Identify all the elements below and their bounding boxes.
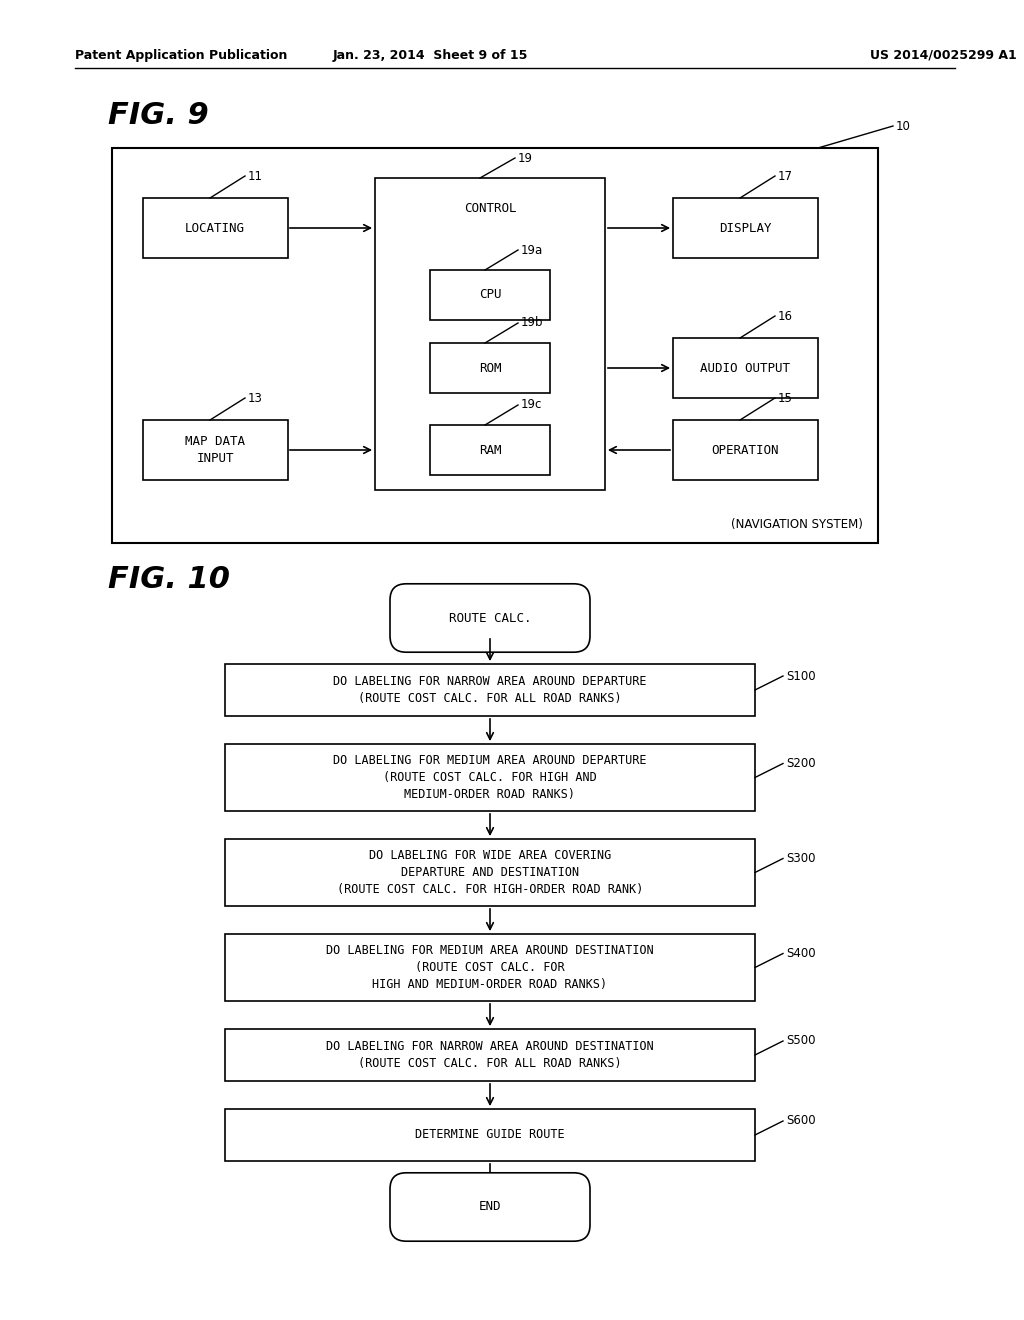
- Bar: [430, 425, 550, 475]
- Text: 17: 17: [778, 169, 793, 182]
- Bar: [225, 840, 755, 906]
- Bar: [225, 1030, 755, 1081]
- Text: DISPLAY: DISPLAY: [719, 222, 771, 235]
- Text: 10: 10: [896, 120, 911, 132]
- Text: DO LABELING FOR WIDE AREA COVERING
DEPARTURE AND DESTINATION
(ROUTE COST CALC. F: DO LABELING FOR WIDE AREA COVERING DEPAR…: [337, 849, 643, 896]
- Text: DETERMINE GUIDE ROUTE: DETERMINE GUIDE ROUTE: [415, 1129, 565, 1142]
- Text: LOCATING: LOCATING: [185, 222, 245, 235]
- Text: 19: 19: [518, 152, 534, 165]
- Text: AUDIO OUTPUT: AUDIO OUTPUT: [700, 362, 790, 375]
- Text: RAM: RAM: [479, 444, 502, 457]
- Text: S300: S300: [786, 851, 815, 865]
- Bar: [225, 935, 755, 1001]
- Text: FIG. 9: FIG. 9: [108, 100, 209, 129]
- Text: CPU: CPU: [479, 289, 502, 301]
- FancyBboxPatch shape: [390, 583, 590, 652]
- Text: DO LABELING FOR NARROW AREA AROUND DESTINATION
(ROUTE COST CALC. FOR ALL ROAD RA: DO LABELING FOR NARROW AREA AROUND DESTI…: [326, 1040, 654, 1071]
- Bar: [225, 744, 755, 810]
- Bar: [673, 198, 817, 257]
- Text: 19c: 19c: [521, 399, 543, 412]
- Text: (NAVIGATION SYSTEM): (NAVIGATION SYSTEM): [731, 517, 863, 531]
- Text: 13: 13: [248, 392, 263, 404]
- FancyBboxPatch shape: [390, 1172, 590, 1241]
- Bar: [375, 178, 605, 490]
- Bar: [142, 198, 288, 257]
- Text: S400: S400: [786, 946, 816, 960]
- Text: DO LABELING FOR NARROW AREA AROUND DEPARTURE
(ROUTE COST CALC. FOR ALL ROAD RANK: DO LABELING FOR NARROW AREA AROUND DEPAR…: [333, 675, 647, 705]
- Text: DO LABELING FOR MEDIUM AREA AROUND DEPARTURE
(ROUTE COST CALC. FOR HIGH AND
MEDI: DO LABELING FOR MEDIUM AREA AROUND DEPAR…: [333, 754, 647, 801]
- Bar: [225, 664, 755, 715]
- Text: S500: S500: [786, 1035, 815, 1048]
- Bar: [430, 343, 550, 393]
- Text: END: END: [479, 1200, 502, 1213]
- Bar: [225, 1109, 755, 1162]
- Text: S600: S600: [786, 1114, 816, 1127]
- Text: 16: 16: [778, 309, 793, 322]
- Text: 19a: 19a: [521, 243, 544, 256]
- Text: ROM: ROM: [479, 362, 502, 375]
- Bar: [673, 420, 817, 480]
- Bar: [112, 148, 878, 543]
- Text: MAP DATA
INPUT: MAP DATA INPUT: [185, 436, 245, 465]
- Text: OPERATION: OPERATION: [712, 444, 778, 457]
- Bar: [673, 338, 817, 399]
- Text: 19b: 19b: [521, 317, 544, 330]
- Bar: [142, 420, 288, 480]
- Text: DO LABELING FOR MEDIUM AREA AROUND DESTINATION
(ROUTE COST CALC. FOR
HIGH AND ME: DO LABELING FOR MEDIUM AREA AROUND DESTI…: [326, 944, 654, 991]
- Text: 11: 11: [248, 169, 263, 182]
- Bar: [430, 271, 550, 319]
- Text: ROUTE CALC.: ROUTE CALC.: [449, 611, 531, 624]
- Text: CONTROL: CONTROL: [464, 202, 516, 214]
- Text: US 2014/0025299 A1: US 2014/0025299 A1: [870, 49, 1017, 62]
- Text: S100: S100: [786, 669, 816, 682]
- Text: S200: S200: [786, 756, 816, 770]
- Text: FIG. 10: FIG. 10: [108, 565, 230, 594]
- Text: 15: 15: [778, 392, 793, 404]
- Text: Patent Application Publication: Patent Application Publication: [75, 49, 288, 62]
- Text: Jan. 23, 2014  Sheet 9 of 15: Jan. 23, 2014 Sheet 9 of 15: [333, 49, 527, 62]
